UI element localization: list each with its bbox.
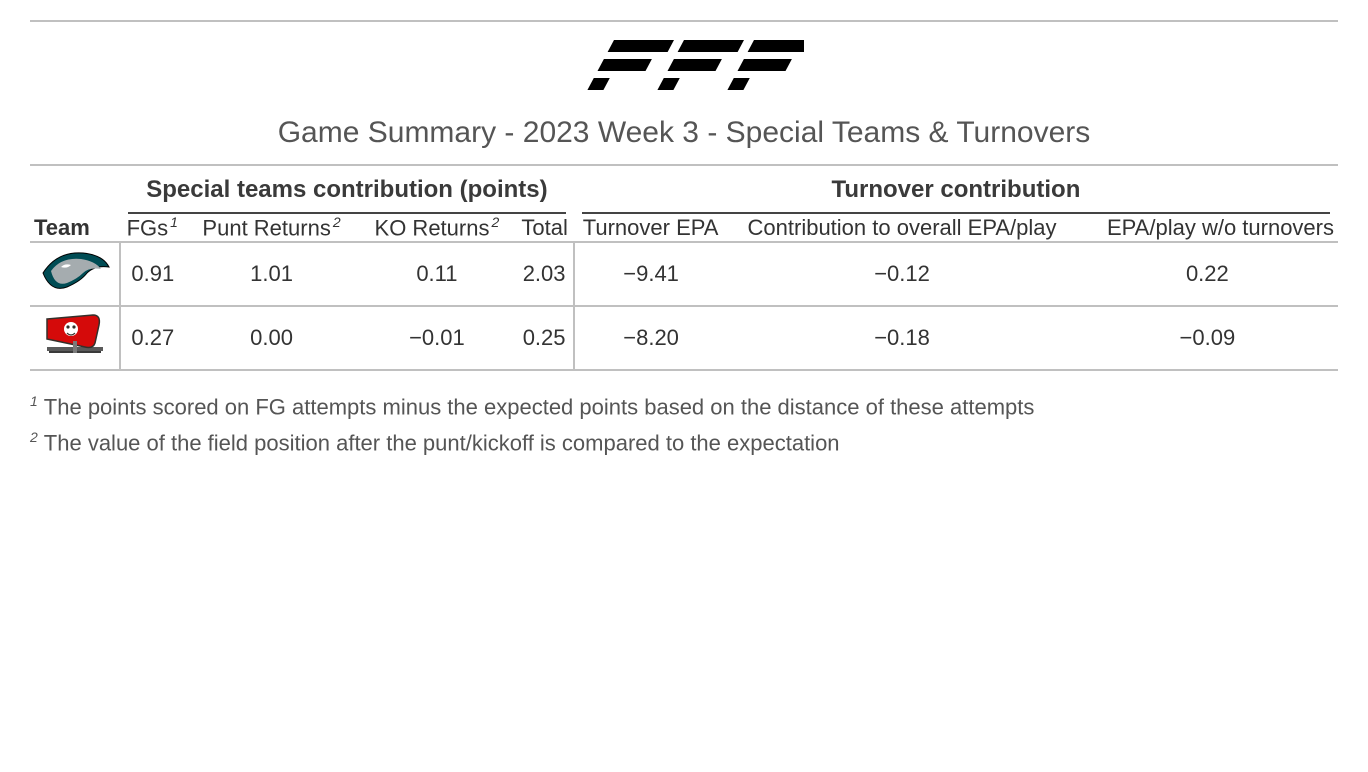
stats-table: Special teams contribution (points) Turn…: [30, 164, 1338, 369]
cell-punt-returns: 0.00: [185, 306, 359, 369]
cell-epa-wo: 0.22: [1077, 242, 1338, 306]
footnotes: 1The points scored on FG attempts minus …: [30, 369, 1338, 456]
team-logo-buccaneers: [30, 306, 120, 369]
brand-logo: [30, 40, 1338, 96]
footnote-text: The value of the field position after th…: [44, 430, 840, 455]
cell-contribution: −0.18: [727, 306, 1076, 369]
cell-punt-returns: 1.01: [185, 242, 359, 306]
cell-epa-wo: −0.09: [1077, 306, 1338, 369]
footnote-text: The points scored on FG attempts minus t…: [44, 395, 1035, 420]
col-total: Total: [515, 214, 574, 242]
cell-turnover-epa: −8.20: [574, 306, 727, 369]
col-team: Team: [30, 214, 120, 242]
cell-ko-returns: −0.01: [358, 306, 515, 369]
group-header-special-teams: Special teams contribution (points): [120, 166, 574, 212]
cell-fgs: 0.27: [120, 306, 185, 369]
col-ko-returns: KO Returns2: [358, 214, 515, 242]
table-row: 0.27 0.00 −0.01 0.25 −8.20 −0.18 −0.09: [30, 306, 1338, 369]
col-turnover-epa: Turnover EPA: [574, 214, 727, 242]
col-contribution: Contribution to overall EPA/play: [727, 214, 1076, 242]
table-row: 0.91 1.01 0.11 2.03 −9.41 −0.12 0.22: [30, 242, 1338, 306]
cell-fgs: 0.91: [120, 242, 185, 306]
col-punt-returns: Punt Returns2: [185, 214, 359, 242]
cell-total: 2.03: [515, 242, 574, 306]
cell-turnover-epa: −9.41: [574, 242, 727, 306]
cell-total: 0.25: [515, 306, 574, 369]
page-title: Game Summary - 2023 Week 3 - Special Tea…: [30, 116, 1338, 150]
cell-ko-returns: 0.11: [358, 242, 515, 306]
cell-contribution: −0.12: [727, 242, 1076, 306]
col-epa-wo: EPA/play w/o turnovers: [1077, 214, 1338, 242]
col-fgs: FGs1: [120, 214, 185, 242]
group-header-turnovers: Turnover contribution: [574, 166, 1338, 212]
team-logo-eagles: [30, 242, 120, 306]
